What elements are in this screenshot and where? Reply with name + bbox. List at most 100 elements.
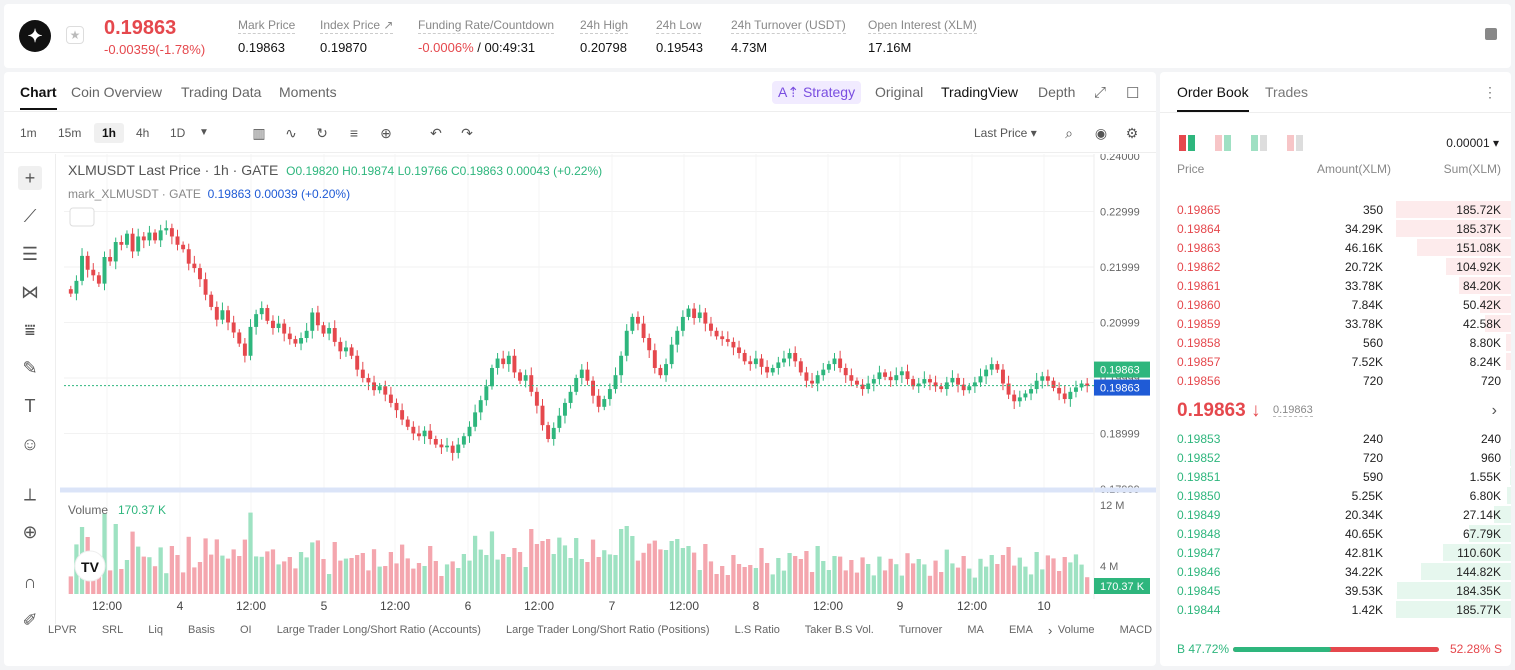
- interval-1d[interactable]: 1D: [170, 126, 186, 140]
- indicator-ls-ratio[interactable]: L.S Ratio: [734, 624, 780, 636]
- redo-icon[interactable]: ↷: [461, 125, 473, 141]
- horizontal-lines-icon[interactable]: ☰: [21, 244, 39, 264]
- order-price: 0.19847: [1177, 546, 1221, 560]
- original-view-button[interactable]: Original: [875, 84, 924, 100]
- volume-bar: [501, 554, 506, 594]
- order-row[interactable]: 0.19853 240 240: [1160, 429, 1511, 448]
- undo-icon[interactable]: ↶: [430, 125, 442, 141]
- interval-4h[interactable]: 4h: [136, 126, 150, 140]
- indicator-macd[interactable]: MACD: [1119, 624, 1153, 636]
- search-icon[interactable]: ⌕: [1065, 125, 1073, 141]
- brush-icon[interactable]: ✎: [22, 358, 38, 378]
- favorite-star-icon[interactable]: ★: [66, 26, 84, 44]
- tab-trades[interactable]: Trades: [1265, 84, 1309, 100]
- add-alert-icon[interactable]: ⊕: [380, 125, 392, 141]
- interval-dropdown-icon[interactable]: ▼: [199, 127, 209, 138]
- order-row[interactable]: 0.19862 20.72K 104.92K: [1160, 257, 1511, 276]
- indicator-bar: LPVR SRL Liq Basis OI Large Trader Long/…: [48, 624, 1152, 642]
- volume-bar: [265, 551, 270, 594]
- magnet-icon[interactable]: ∩: [23, 572, 37, 592]
- zoom-in-icon[interactable]: ⊕: [22, 522, 38, 542]
- tab-trading-data[interactable]: Trading Data: [181, 84, 262, 100]
- order-row[interactable]: 0.19846 34.22K 144.82K: [1160, 562, 1511, 581]
- volume-bar: [675, 539, 680, 594]
- indicators-icon[interactable]: ∿: [285, 125, 297, 141]
- text-tool-icon[interactable]: T: [24, 396, 36, 416]
- tab-chart[interactable]: Chart: [20, 84, 57, 110]
- volume-bar: [894, 564, 899, 594]
- volume-bar: [989, 555, 994, 594]
- indicator-liq[interactable]: Liq: [148, 624, 163, 636]
- ruler-icon[interactable]: ⟂: [23, 484, 36, 504]
- precision-select[interactable]: 0.00001 ▾: [1446, 136, 1499, 150]
- order-sum: 6.80K: [1469, 489, 1501, 503]
- fib-icon[interactable]: ⩸: [24, 320, 36, 340]
- candle: [956, 377, 961, 385]
- order-price: 0.19865: [1177, 203, 1221, 217]
- indicator-turnover[interactable]: Turnover: [898, 624, 943, 636]
- interval-15m[interactable]: 15m: [58, 126, 82, 140]
- order-row[interactable]: 0.19852 720 960: [1160, 448, 1511, 467]
- expand-icon[interactable]: ⤢: [1094, 84, 1107, 101]
- order-row[interactable]: 0.19851 590 1.55K: [1160, 467, 1511, 486]
- more-icon[interactable]: ⋮: [1483, 84, 1497, 100]
- indicator-lt-positions[interactable]: Large Trader Long/Short Ratio (Positions…: [505, 624, 710, 636]
- view-both-icon[interactable]: [1179, 135, 1195, 151]
- order-row[interactable]: 0.19857 7.52K 8.24K: [1160, 352, 1511, 371]
- replay-icon[interactable]: ↻: [316, 125, 328, 141]
- order-row[interactable]: 0.19859 33.78K 42.58K: [1160, 314, 1511, 333]
- interval-1h[interactable]: 1h: [94, 123, 125, 143]
- view-split-icon[interactable]: [1215, 135, 1231, 151]
- order-row[interactable]: 0.19861 33.78K 84.20K: [1160, 276, 1511, 295]
- window-icon[interactable]: ☐: [1126, 85, 1140, 102]
- book-icon[interactable]: [1485, 28, 1497, 40]
- candle-type-icon[interactable]: ▥: [252, 125, 266, 141]
- chevron-right-icon[interactable]: ›: [1048, 623, 1053, 638]
- tab-moments[interactable]: Moments: [279, 84, 337, 100]
- chevron-right-icon[interactable]: ›: [1491, 402, 1497, 419]
- indicator-lpvr[interactable]: LPVR: [48, 624, 77, 636]
- volume-bar: [169, 546, 175, 594]
- emoji-icon[interactable]: ☺: [20, 434, 40, 454]
- view-asks-icon[interactable]: [1287, 135, 1303, 151]
- price-chart[interactable]: 0.240000.229990.219990.209990.199990.189…: [60, 154, 1156, 624]
- volume-bar: [529, 529, 534, 594]
- depth-button[interactable]: Depth: [1038, 84, 1076, 100]
- indicator-oi[interactable]: OI: [240, 624, 252, 636]
- order-row[interactable]: 0.19856 720 720: [1160, 371, 1511, 390]
- indicator-srl[interactable]: SRL: [101, 624, 124, 636]
- indicator-ema[interactable]: EMA: [1008, 624, 1033, 636]
- pattern-icon[interactable]: ⋈: [21, 282, 39, 302]
- order-row[interactable]: 0.19864 34.29K 185.37K: [1160, 219, 1511, 238]
- tab-coin-overview[interactable]: Coin Overview: [71, 84, 163, 100]
- gear-icon[interactable]: ⚙: [1125, 125, 1139, 141]
- order-row[interactable]: 0.19847 42.81K 110.60K: [1160, 543, 1511, 562]
- indicator-volume[interactable]: Volume: [1057, 624, 1095, 636]
- candle: [574, 377, 579, 392]
- tradingview-button[interactable]: TradingView: [941, 84, 1019, 100]
- indicator-basis[interactable]: Basis: [188, 624, 215, 636]
- indicator-ma[interactable]: MA: [967, 624, 984, 636]
- order-row[interactable]: 0.19850 5.25K 6.80K: [1160, 486, 1511, 505]
- view-bids-icon[interactable]: [1251, 135, 1267, 151]
- index-price-stat[interactable]: Index Price ↗ 0.19870: [320, 18, 394, 55]
- tab-order-book[interactable]: Order Book: [1177, 84, 1249, 112]
- camera-icon[interactable]: ◉: [1094, 125, 1108, 141]
- price-type-select[interactable]: Last Price ▾: [974, 126, 1037, 140]
- indicator-lt-accounts[interactable]: Large Trader Long/Short Ratio (Accounts): [276, 624, 481, 636]
- order-row[interactable]: 0.19845 39.53K 184.35K: [1160, 581, 1511, 600]
- order-row[interactable]: 0.19849 20.34K 27.14K: [1160, 505, 1511, 524]
- interval-1m[interactable]: 1m: [20, 126, 37, 140]
- order-row[interactable]: 0.19858 560 8.80K: [1160, 333, 1511, 352]
- order-row[interactable]: 0.19848 40.65K 67.79K: [1160, 524, 1511, 543]
- templates-icon[interactable]: ≡: [349, 125, 359, 141]
- indicator-taker-vol[interactable]: Taker B.S Vol.: [804, 624, 874, 636]
- order-row[interactable]: 0.19863 46.16K 151.08K: [1160, 238, 1511, 257]
- order-row[interactable]: 0.19860 7.84K 50.42K: [1160, 295, 1511, 314]
- order-row[interactable]: 0.19865 350 185.72K: [1160, 200, 1511, 219]
- trend-line-icon[interactable]: ⟋: [23, 206, 37, 226]
- order-row[interactable]: 0.19844 1.42K 185.77K: [1160, 600, 1511, 619]
- strategy-button[interactable]: A⇡ Strategy: [772, 81, 862, 104]
- pencil-icon[interactable]: ✐: [22, 610, 38, 630]
- crosshair-icon[interactable]: +: [18, 166, 42, 190]
